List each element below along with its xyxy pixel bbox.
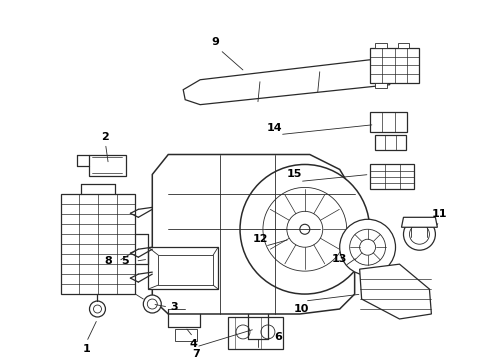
Circle shape [263,188,346,271]
Text: 1: 1 [83,344,90,354]
Text: 15: 15 [287,170,302,179]
Polygon shape [183,60,394,105]
Bar [397,43,410,48]
Text: 5: 5 [122,256,129,266]
Bar [61,194,135,294]
Text: 12: 12 [252,234,268,244]
Text: 8: 8 [104,256,112,266]
Bar [374,83,387,88]
Text: 9: 9 [211,37,219,47]
Text: 6: 6 [274,332,282,342]
Circle shape [144,295,161,313]
Text: 10: 10 [294,304,310,314]
Text: 7: 7 [192,349,200,359]
Bar [148,247,218,289]
Text: 4: 4 [189,339,197,349]
Bar [158,255,213,285]
Bar [228,317,283,349]
Polygon shape [360,264,431,319]
Circle shape [240,165,369,294]
Text: 14: 14 [267,123,283,132]
Circle shape [300,224,310,234]
Text: 11: 11 [432,209,447,219]
Polygon shape [152,154,355,314]
Bar [369,112,408,131]
Bar [374,135,407,149]
Circle shape [403,218,436,250]
Text: 13: 13 [332,254,347,264]
Bar [369,165,415,189]
Circle shape [340,219,395,275]
Text: 2: 2 [101,131,109,141]
Bar [374,43,387,48]
Polygon shape [401,217,438,227]
Bar [175,329,197,341]
Text: 3: 3 [171,302,178,312]
Bar [89,154,126,176]
Bar [369,48,419,83]
